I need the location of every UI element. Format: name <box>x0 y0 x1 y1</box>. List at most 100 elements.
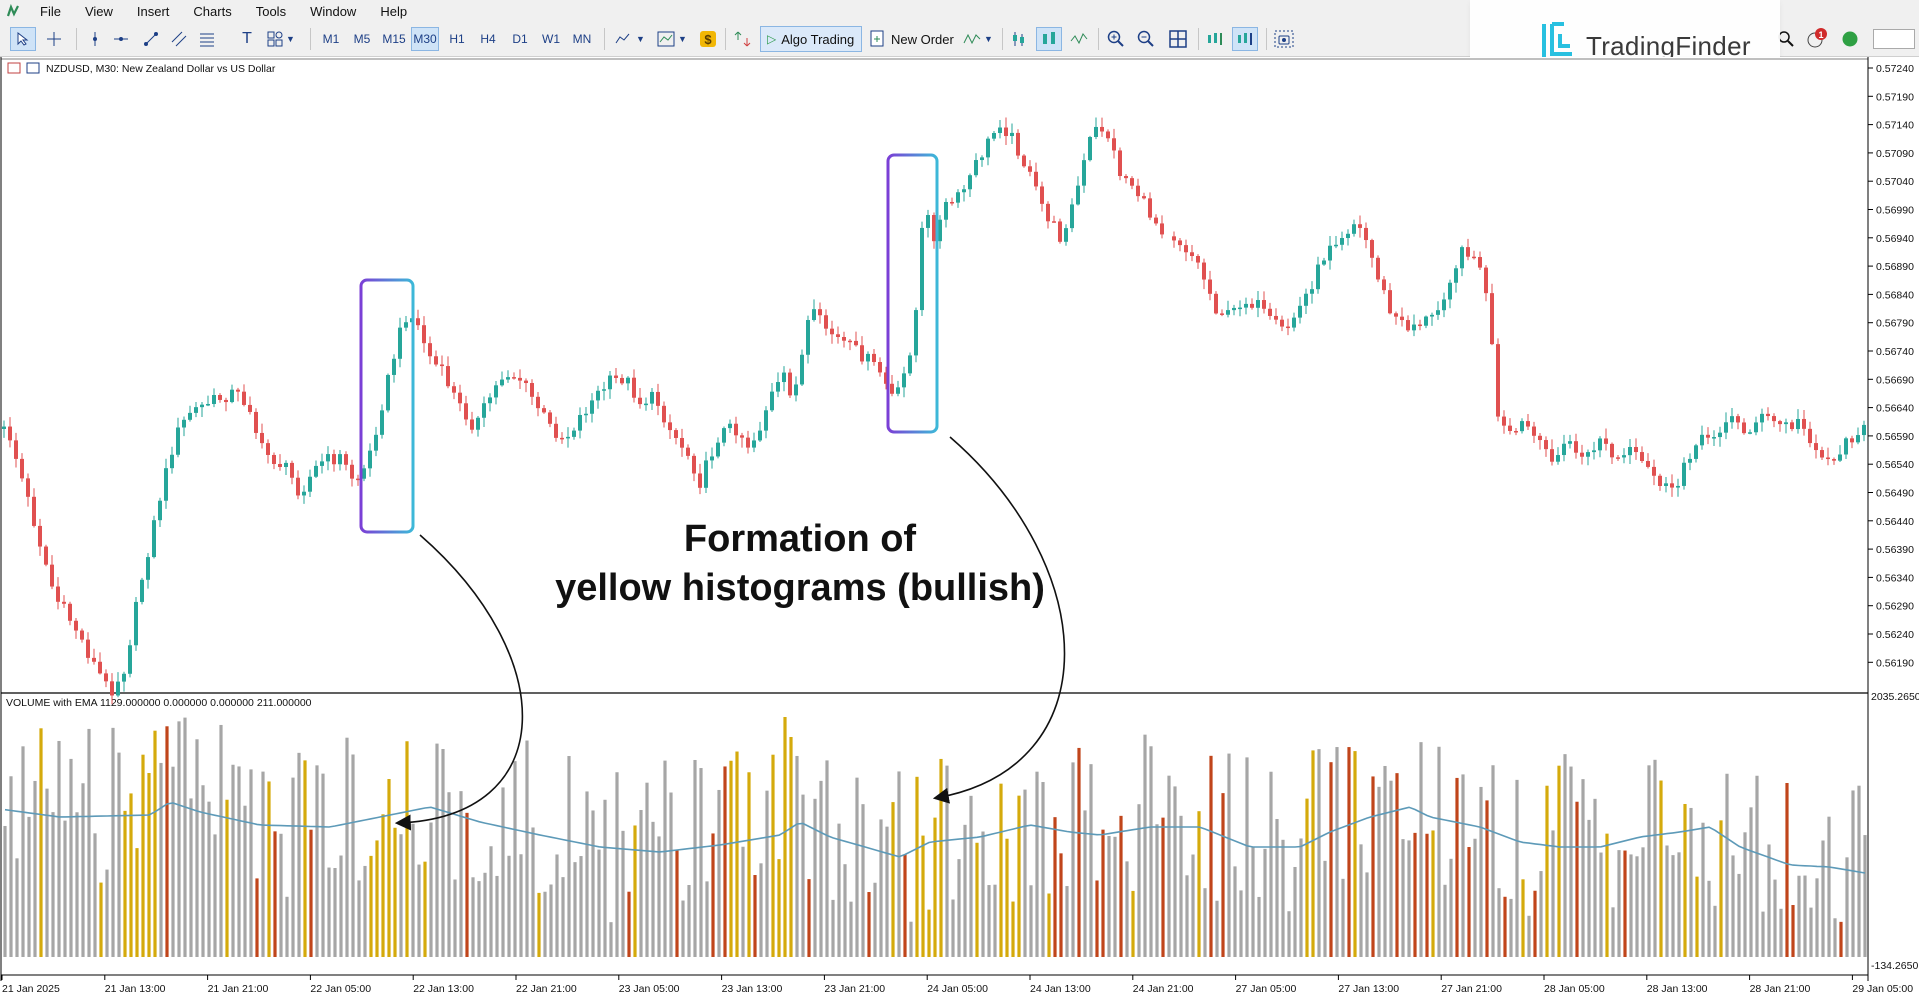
shapes-icon[interactable]: ▼ <box>264 27 298 51</box>
candle-body <box>116 681 120 696</box>
timeframe-m15[interactable]: M15 <box>382 32 406 46</box>
candle-body <box>878 362 882 373</box>
candle-body <box>242 391 246 405</box>
volume-bar <box>213 834 217 957</box>
time-tick-label: 27 Jan 21:00 <box>1441 983 1502 995</box>
zoom-in-icon[interactable] <box>1104 27 1128 51</box>
volume-bar <box>651 821 655 957</box>
chart-area[interactable]: NZDUSD, M30: New Zealand Dollar vs US Do… <box>0 57 1919 996</box>
volume-bar <box>105 869 109 957</box>
candle-body <box>1028 166 1032 172</box>
menu-insert[interactable]: Insert <box>136 3 170 19</box>
screenshot-icon[interactable] <box>1272 27 1296 51</box>
toolbar-field[interactable] <box>1872 27 1916 51</box>
trendline-icon[interactable] <box>140 27 162 51</box>
horizontal-line-icon[interactable] <box>110 27 132 51</box>
volume-bar <box>1377 786 1381 957</box>
autoscroll-icon[interactable] <box>1232 27 1258 51</box>
price-tick-label: 0.56240 <box>1876 629 1914 641</box>
candle-body <box>1748 432 1752 434</box>
candle-body <box>134 601 138 646</box>
candle-body <box>386 374 390 411</box>
volume-bar <box>1203 888 1207 957</box>
volume-bar <box>1755 775 1759 957</box>
signals-icon[interactable]: ▼ <box>960 27 996 51</box>
menu-tools[interactable]: Tools <box>255 3 287 19</box>
volume-bar <box>1389 780 1393 957</box>
candle-body <box>434 356 438 365</box>
zoom-out-icon[interactable] <box>1134 27 1158 51</box>
candle-body <box>62 601 66 604</box>
candle-body <box>1538 435 1542 441</box>
candle-body <box>1832 459 1836 461</box>
volume-bar <box>1671 855 1675 957</box>
notifications-icon[interactable]: 1 <box>1804 27 1830 51</box>
fibonacci-icon[interactable] <box>196 27 218 51</box>
volume-bar <box>1473 838 1477 957</box>
timeframe-m30[interactable]: M30 <box>411 27 439 51</box>
candle-body <box>1436 310 1440 315</box>
chart-type-icon[interactable]: ▼ <box>612 27 648 51</box>
line-chart-icon[interactable] <box>1068 27 1090 51</box>
volume-bar <box>615 772 619 957</box>
market-watch-icon[interactable] <box>732 27 754 51</box>
timeframe-w1[interactable]: W1 <box>542 32 560 46</box>
menu-file[interactable]: File <box>40 3 61 19</box>
candle-body <box>1664 483 1668 486</box>
crosshair-icon[interactable] <box>42 27 66 51</box>
candle-body <box>764 410 768 431</box>
volume-bar <box>873 882 877 957</box>
price-tick-label: 0.56190 <box>1876 657 1914 669</box>
candle-body <box>1220 313 1224 315</box>
menu-window[interactable]: Window <box>310 3 357 19</box>
candle-body <box>1100 126 1104 132</box>
indicators-icon[interactable]: ▼ <box>654 27 690 51</box>
algo-trading-button[interactable]: ▷ Algo Trading <box>760 26 862 52</box>
volume-bar <box>1647 765 1651 957</box>
dollar-icon[interactable]: $ <box>698 27 718 51</box>
timeframe-d1[interactable]: D1 <box>512 32 528 46</box>
text-tool-icon[interactable]: T <box>242 30 252 47</box>
candle-body <box>50 564 54 587</box>
annotation-arrow-2 <box>932 436 1066 804</box>
timeframe-h4[interactable]: H4 <box>480 32 496 46</box>
timeframe-mn[interactable]: MN <box>572 32 592 46</box>
vertical-line-icon[interactable] <box>84 27 106 51</box>
volume-bar <box>843 864 847 957</box>
volume-bar <box>831 899 835 957</box>
menu-charts[interactable]: Charts <box>193 3 232 19</box>
volume-bar <box>1833 918 1837 957</box>
volume-bar <box>1419 742 1423 957</box>
timeframe-m5[interactable]: M5 <box>353 32 371 46</box>
candle-body <box>8 426 12 441</box>
chart-shift-icon[interactable] <box>1204 27 1228 51</box>
channel-icon[interactable] <box>168 27 190 51</box>
volume-bar <box>1689 807 1693 957</box>
candle-body <box>968 175 972 190</box>
timeframe-h1[interactable]: H1 <box>449 32 465 46</box>
volume-bar <box>1563 754 1567 957</box>
candle-body <box>140 579 144 602</box>
depth-of-market-icon[interactable] <box>1008 27 1030 51</box>
candle-body <box>458 392 462 404</box>
candle-body <box>98 661 102 674</box>
account-icon[interactable] <box>1838 27 1862 51</box>
price-tick-label: 0.57040 <box>1876 176 1914 188</box>
menu-help[interactable]: Help <box>380 3 408 19</box>
volume-bar <box>1083 810 1087 957</box>
annotation-caption: Formation of yellow histograms (bullish) <box>520 515 1080 613</box>
annotation-line-2: yellow histograms (bullish) <box>555 567 1045 609</box>
new-order-button[interactable]: New Order <box>870 27 954 51</box>
volume-bar <box>561 877 565 957</box>
cursor-tool-icon[interactable] <box>10 27 36 51</box>
price-tick-label: 0.56540 <box>1876 459 1914 471</box>
candlesticks-icon[interactable] <box>1036 27 1062 51</box>
time-tick-label: 23 Jan 21:00 <box>824 983 885 995</box>
volume-bar <box>597 849 601 957</box>
menu-view[interactable]: View <box>84 3 113 19</box>
volume-bar <box>783 717 787 957</box>
timeframe-m1[interactable]: M1 <box>322 32 340 46</box>
candle-body <box>1322 260 1326 265</box>
chart-svg[interactable]: NZDUSD, M30: New Zealand Dollar vs US Do… <box>0 57 1919 996</box>
tile-windows-icon[interactable] <box>1166 27 1190 51</box>
